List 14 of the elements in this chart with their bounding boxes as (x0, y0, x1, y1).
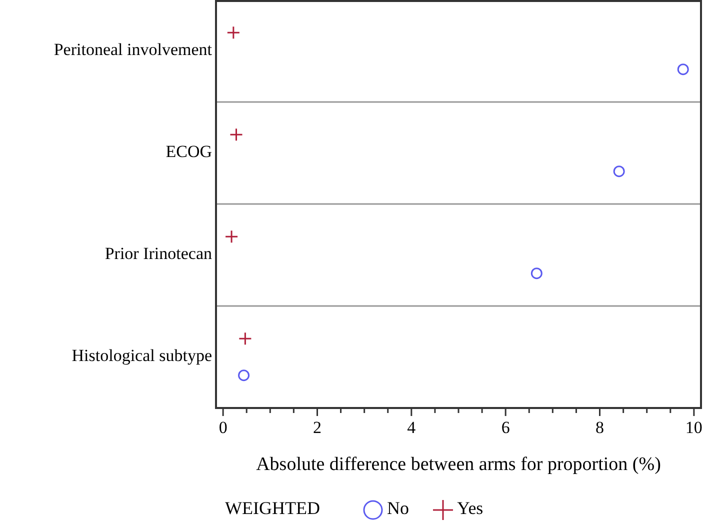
x-tick-label: 2 (312, 418, 322, 437)
y-tick-label: Histological subtype (72, 346, 212, 365)
legend-label: No (387, 498, 409, 518)
y-tick-label: Prior Irinotecan (104, 244, 212, 263)
x-tick-label: 6 (501, 418, 510, 437)
x-tick-label: 4 (407, 418, 416, 437)
x-tick-label: 8 (596, 418, 604, 437)
legend-title: WEIGHTED (225, 498, 320, 518)
x-tick-label: 10 (685, 418, 702, 437)
y-tick-label: Peritoneal involvement (54, 40, 212, 59)
y-tick-label: ECOG (166, 142, 212, 161)
x-tick-label: 0 (218, 418, 228, 437)
x-axis-title: Absolute difference between arms for proportion (%) (256, 454, 661, 475)
legend-label: Yes (457, 498, 484, 518)
